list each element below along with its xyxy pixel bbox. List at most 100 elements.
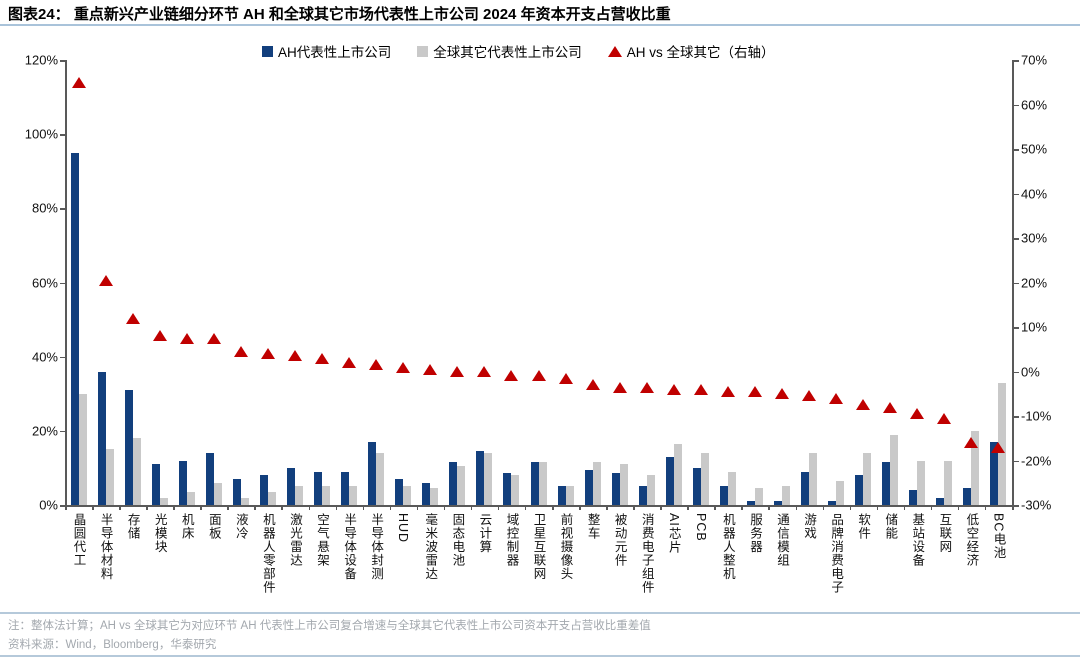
x-axis-tick xyxy=(714,505,716,510)
x-axis-tick xyxy=(660,505,662,510)
diff-triangle-marker xyxy=(179,332,194,344)
diff-triangle-marker xyxy=(639,381,654,393)
y-axis-right-tick-label: 20% xyxy=(1021,275,1048,290)
x-axis-tick xyxy=(416,505,419,510)
x-axis-label: 固态电池 xyxy=(450,513,465,567)
y-axis-left-tick xyxy=(60,134,65,136)
chart-legend: AH代表性上市公司 全球其它代表性上市公司 AH vs 全球其它（右轴） xyxy=(262,41,775,61)
y-axis-right-tick xyxy=(1013,104,1019,106)
y-axis-left-tick xyxy=(60,356,65,359)
figure-title-text: 重点新兴产业链细分环节 AH 和全球其它市场代表性上市公司 2024 年资本开支… xyxy=(73,6,671,23)
bar-ah xyxy=(530,462,539,505)
x-axis-tick xyxy=(173,505,175,510)
x-axis-label: 机器人整机 xyxy=(720,513,735,581)
bar-ah xyxy=(449,462,458,505)
bar-global xyxy=(782,486,790,505)
y-axis-left-tick xyxy=(60,282,65,284)
bar-ah xyxy=(692,467,701,505)
bar-global xyxy=(565,486,574,505)
bar-global xyxy=(78,393,87,505)
bar-global xyxy=(592,462,601,505)
bar-global xyxy=(863,453,872,505)
y-axis-left-tick-label: 120% xyxy=(24,52,58,68)
bar-global xyxy=(132,438,141,505)
bar-global xyxy=(971,430,980,505)
bar-ah xyxy=(395,479,404,505)
bar-ah xyxy=(611,473,620,505)
y-axis-right-tick-label: -30% xyxy=(1021,497,1052,513)
bar-global xyxy=(754,488,763,505)
bar-global xyxy=(511,475,520,505)
diff-triangle-marker xyxy=(206,332,221,344)
diff-triangle-marker xyxy=(477,366,492,377)
x-axis-label: 品牌消费电子 xyxy=(829,513,844,594)
x-axis-tick xyxy=(308,505,310,510)
diff-triangle-marker xyxy=(693,383,708,395)
x-axis-label: AI芯片 xyxy=(666,513,681,554)
legend-label-global: 全球其它代表性上市公司 xyxy=(433,45,582,60)
x-axis-label: 软件 xyxy=(856,513,871,540)
x-axis-tick xyxy=(227,505,229,510)
bar-ah xyxy=(205,453,214,505)
y-axis-right-tick-label: 50% xyxy=(1021,141,1048,157)
bar-global xyxy=(240,497,249,505)
bar-global xyxy=(646,475,655,505)
bar-global xyxy=(376,453,385,505)
bar-global xyxy=(890,434,899,505)
y-axis-right-tick xyxy=(1013,460,1019,462)
bar-global xyxy=(267,492,276,505)
x-axis-label: 云计算 xyxy=(477,513,492,554)
bar-ah xyxy=(314,471,323,505)
x-axis-tick xyxy=(254,505,256,510)
x-axis-label: 激光雷达 xyxy=(287,513,302,567)
diff-triangle-marker xyxy=(558,372,573,384)
y-axis-right-tick xyxy=(1013,193,1019,195)
bar-global xyxy=(294,486,303,505)
diff-triangle-marker xyxy=(233,345,248,357)
x-axis-tick xyxy=(768,505,770,510)
x-axis-label: 机器人零部件 xyxy=(260,513,275,594)
bar-ah xyxy=(828,500,837,505)
diff-triangle-marker xyxy=(71,76,86,88)
legend-item-diff: AH vs 全球其它（右轴） xyxy=(607,41,775,61)
x-axis-tick xyxy=(849,505,852,510)
y-axis-right-tick xyxy=(1013,282,1019,284)
y-axis-left-tick-label: 20% xyxy=(31,423,58,439)
bar-ah xyxy=(909,490,918,505)
diff-triangle-marker xyxy=(450,366,465,377)
x-axis-tick xyxy=(281,505,283,510)
y-axis-right-tick-label: 30% xyxy=(1021,230,1048,246)
bar-global xyxy=(917,460,926,505)
x-axis-label: 消费电子组件 xyxy=(639,513,654,594)
x-axis-label: 游戏 xyxy=(802,513,817,540)
x-axis-label: 前视摄像头 xyxy=(558,513,573,581)
y-axis-left-tick xyxy=(60,430,65,433)
x-axis-label: 空气悬架 xyxy=(315,513,330,567)
x-axis-label: 毫米波雷达 xyxy=(423,513,438,581)
y-axis-right-tick xyxy=(1013,238,1019,240)
diff-triangle-marker xyxy=(531,370,546,382)
x-axis-tick xyxy=(470,505,473,510)
x-axis-tick xyxy=(930,505,933,510)
x-axis-label: 域控制器 xyxy=(504,513,519,567)
x-axis-label: PCB xyxy=(693,513,708,542)
legend-label-diff: AH vs 全球其它（右轴） xyxy=(626,45,775,60)
y-axis-right-tick-label: 70% xyxy=(1021,52,1048,68)
diff-triangle-marker xyxy=(152,330,167,342)
y-axis-right xyxy=(1012,60,1014,505)
x-axis-label: 面板 xyxy=(206,513,221,540)
bar-global xyxy=(836,480,845,505)
diff-triangle-marker xyxy=(720,386,735,398)
diff-triangle-marker xyxy=(125,312,140,324)
x-axis-label: 互联网 xyxy=(937,513,952,554)
bar-ah xyxy=(476,451,485,505)
bar-ah xyxy=(503,473,512,505)
bar-ah xyxy=(151,464,160,505)
bar-ah xyxy=(719,486,728,505)
footnote-source: 资料来源：Wind，Bloomberg，华泰研究 xyxy=(8,639,217,651)
diff-triangle-marker xyxy=(287,350,302,362)
x-axis-tick xyxy=(65,505,67,510)
legend-swatch-ah xyxy=(262,45,273,57)
diff-triangle-marker xyxy=(775,388,789,400)
figure-number: 图表24： xyxy=(8,6,70,23)
